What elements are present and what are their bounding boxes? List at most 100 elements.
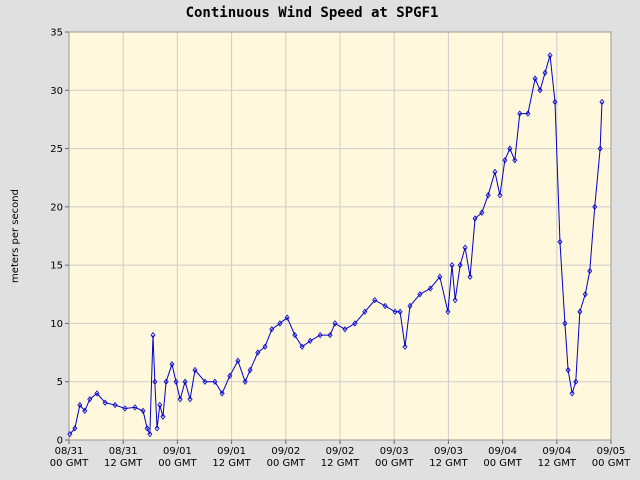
data-point — [472, 215, 478, 222]
data-point — [284, 314, 290, 321]
data-point — [569, 390, 575, 397]
data-point — [565, 366, 571, 374]
data-point — [512, 157, 518, 164]
y-tick-label: 15 — [50, 261, 63, 272]
data-point — [144, 425, 150, 432]
data-line — [69, 55, 603, 435]
data-point — [154, 425, 160, 432]
data-point — [150, 331, 156, 339]
data-point — [362, 308, 368, 315]
data-point — [507, 145, 513, 152]
data-point — [372, 296, 378, 304]
data-point — [552, 98, 558, 106]
data-point — [517, 110, 523, 117]
data-point — [547, 52, 553, 59]
data-point — [292, 331, 298, 339]
data-point — [597, 145, 603, 152]
data-point — [599, 98, 605, 106]
data-point — [140, 407, 146, 414]
data-point — [397, 308, 403, 315]
x-tick-label: 08/31 12 GMT — [104, 446, 143, 469]
data-point — [542, 69, 548, 76]
data-point — [163, 378, 169, 385]
x-tick-label: 09/03 12 GMT — [429, 446, 468, 469]
data-point — [417, 291, 423, 298]
data-point — [247, 366, 253, 374]
data-point — [587, 267, 593, 275]
data-point — [462, 244, 468, 251]
y-tick-label: 30 — [50, 86, 63, 97]
data-point — [169, 361, 175, 368]
chart-title: Continuous Wind Speed at SPGF1 — [186, 5, 439, 21]
data-point — [577, 308, 583, 315]
data-point — [242, 378, 248, 385]
data-point — [202, 378, 208, 385]
data-point — [479, 209, 485, 216]
y-tick-label: 10 — [50, 319, 63, 330]
x-tick-label: 09/01 12 GMT — [212, 446, 251, 469]
data-point — [402, 343, 408, 350]
x-tick-label: 09/01 00 GMT — [158, 446, 197, 469]
data-point — [67, 431, 73, 438]
data-point — [299, 343, 305, 350]
data-point — [382, 302, 388, 310]
data-point — [227, 372, 233, 380]
data-point — [562, 320, 568, 327]
data-point — [219, 390, 225, 397]
data-point — [82, 407, 88, 414]
data-point — [160, 413, 166, 420]
data-point — [445, 308, 451, 315]
data-point — [452, 296, 458, 304]
data-point — [557, 238, 563, 245]
data-point — [332, 320, 338, 327]
data-point — [537, 87, 543, 94]
x-tick-label: 09/04 00 GMT — [483, 446, 522, 469]
x-tick-label: 09/05 00 GMT — [592, 446, 631, 469]
data-point — [147, 431, 153, 438]
data-point — [352, 320, 358, 327]
y-axis-label: meters per second — [10, 189, 21, 283]
data-point — [392, 308, 398, 315]
data-point — [582, 291, 588, 298]
data-point — [157, 401, 163, 409]
x-tick-label: 09/04 12 GMT — [538, 446, 577, 469]
plot-border — [68, 31, 612, 441]
data-point — [235, 357, 241, 364]
data-point — [255, 349, 261, 356]
data-point — [277, 320, 283, 327]
data-point — [262, 343, 268, 350]
data-point — [573, 378, 579, 385]
data-point — [212, 378, 218, 385]
data-point — [122, 405, 128, 412]
data-point — [112, 401, 118, 409]
data-point — [307, 337, 313, 345]
data-point — [94, 390, 100, 397]
data-point — [132, 404, 138, 411]
x-tick-label: 08/31 00 GMT — [50, 446, 89, 469]
data-point — [437, 273, 443, 280]
y-tick-label: 25 — [50, 144, 63, 155]
data-point — [485, 192, 491, 199]
data-point — [449, 262, 455, 269]
data-point — [427, 285, 433, 292]
data-point — [187, 396, 193, 403]
data-point — [177, 396, 183, 403]
data-point — [592, 203, 598, 210]
data-point — [407, 302, 413, 310]
data-point — [497, 192, 503, 199]
y-tick-label: 20 — [50, 202, 63, 213]
data-point — [173, 378, 179, 385]
data-point — [77, 401, 83, 409]
data-point — [269, 326, 275, 333]
data-point — [102, 399, 108, 406]
data-point — [532, 75, 538, 82]
y-tick-label: 5 — [57, 377, 63, 388]
data-point — [182, 378, 188, 385]
data-point — [317, 331, 323, 339]
data-point — [327, 331, 333, 339]
data-point — [152, 378, 158, 385]
y-tick-label: 0 — [57, 436, 63, 447]
data-point — [492, 168, 498, 176]
data-point — [72, 425, 78, 432]
x-tick-label: 09/03 00 GMT — [375, 446, 414, 469]
